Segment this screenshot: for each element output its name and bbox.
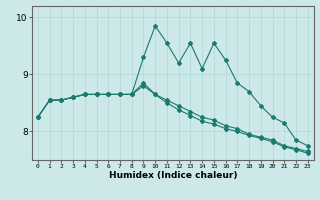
X-axis label: Humidex (Indice chaleur): Humidex (Indice chaleur) [108, 171, 237, 180]
